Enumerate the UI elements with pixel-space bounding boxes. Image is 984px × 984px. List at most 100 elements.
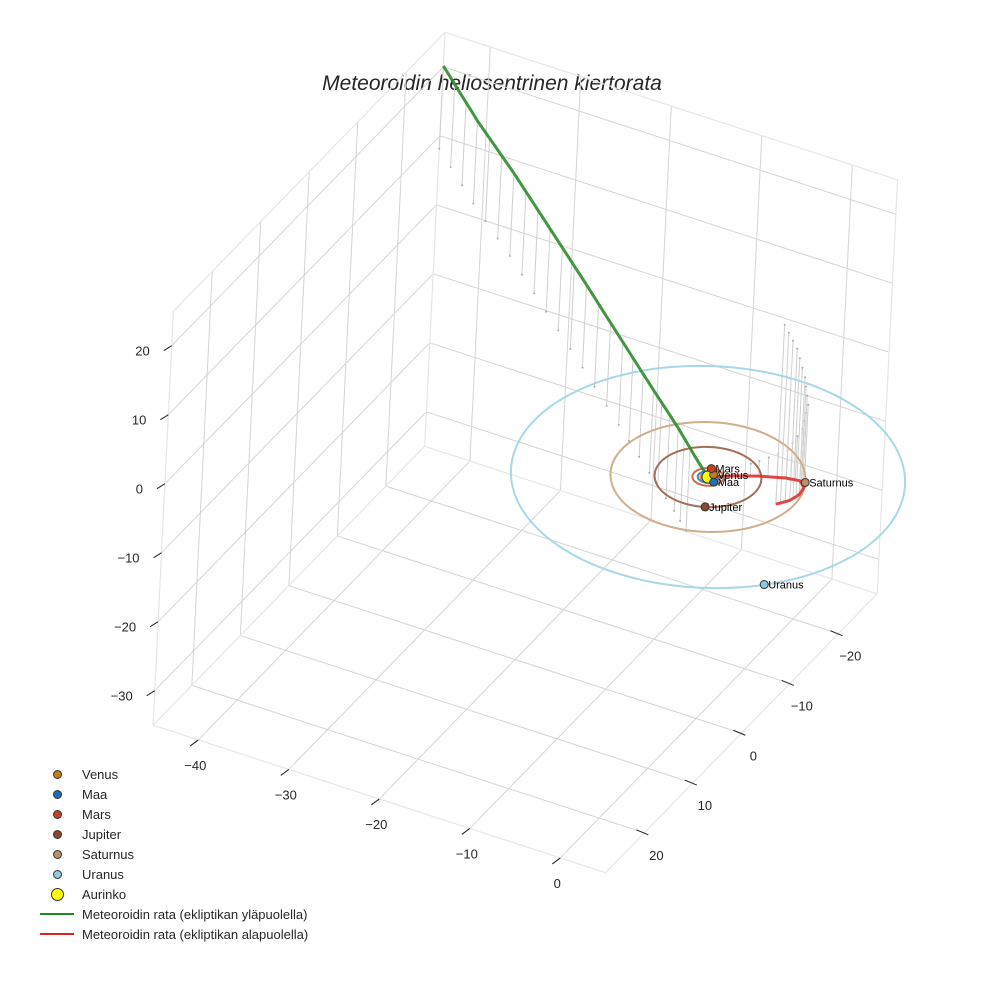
legend-item[interactable]: Meteoroidin rata (ekliptikan yläpuolella… [38,904,308,924]
drop-line [779,332,790,503]
axis-grid [152,31,899,874]
legend-item[interactable]: Meteoroidin rata (ekliptikan alapuolella… [38,924,308,944]
legend-marker-icon [38,769,76,779]
legend-item[interactable]: Uranus [38,864,308,884]
marker-dot-icon [52,869,62,879]
y-tick-label: 0 [750,748,757,763]
drop-line [798,377,806,495]
legend-marker-icon [38,849,76,859]
legend-item[interactable]: Saturnus [38,844,308,864]
x-tick-label: 0 [554,876,561,891]
wall-gridline-x [650,106,672,521]
wall-gridline-z2 [429,342,883,491]
box-edge [173,31,446,312]
z-tick-label: −10 [117,551,139,566]
wall-gridline-z [164,204,437,485]
drop-point [638,455,641,458]
z-tick-label: 20 [135,344,149,359]
meteoroid-trajectory [442,65,806,506]
drop-point [484,220,487,223]
drop-point [581,366,584,369]
planet-marker-jupiter [700,502,710,512]
planet-marker-saturnus [800,477,810,487]
drop-point [545,310,548,313]
legend-marker-icon [38,809,76,819]
drop-line [638,374,644,457]
legend-item[interactable]: Aurinko [38,884,308,904]
legend-label: Mars [82,806,111,822]
planet-label-uranus: Uranus [768,580,804,592]
wall-gridline-z [167,135,441,416]
drop-line [545,228,551,312]
drop-point [664,497,667,500]
drop-point [605,404,608,407]
legend-label: Venus [82,766,119,782]
y-tick-label: 10 [698,798,712,813]
z-tick-label: 10 [132,413,146,428]
drop-line [533,210,539,294]
marker-dot-icon [52,849,62,859]
legend: Venus Maa Mars Jupiter Saturnus Uranus Aurinko… [38,764,308,944]
orbit-jupiter [653,445,763,509]
drop-point [520,273,523,276]
drop-point [472,202,475,205]
drop-line [461,102,467,186]
drop-point [557,329,560,332]
wall-gridline-y [385,72,407,487]
drop-line [802,395,808,490]
drop-line [800,386,807,493]
drop-line [606,322,612,406]
floor-gridline-y [191,684,645,834]
line-swatch-icon [40,913,74,915]
z-tick-label: 0 [136,482,143,497]
legend-label: Jupiter [82,826,122,842]
floor-gridline-y [385,485,839,635]
x-tick-mark [190,739,199,747]
projection-drop-lines [438,65,810,532]
trajectory-below-ecliptic [707,474,806,506]
drop-point [533,292,536,295]
drop-point [796,347,799,350]
planet-marker-maa [709,477,719,487]
drop-point [805,385,808,388]
wall-gridline-z [161,273,434,554]
legend-marker-icon [38,829,76,839]
legend-item[interactable]: Maa [38,784,308,804]
wall-gridline-z2 [443,66,897,215]
drop-point [783,323,786,326]
x-tick-mark [280,769,290,776]
legend-item[interactable]: Mars [38,804,308,824]
drop-line [794,436,798,480]
y-tick-mark [636,829,649,836]
z-tick-label: −20 [114,620,136,635]
z-tick-mark [163,345,173,352]
drop-point [792,339,795,342]
drop-point [593,385,596,388]
planet-marker-mars [706,464,716,474]
y-tick-mark [781,679,795,686]
drop-point [569,348,572,351]
legend-label: Aurinko [82,886,127,902]
legend-marker-icon [38,869,76,879]
wall-gridline-z [171,66,444,347]
drop-point [787,331,790,334]
z-tick-mark [153,552,162,559]
marker-dot-icon [52,829,62,839]
marker-dot-icon [50,887,64,901]
drop-point [807,403,810,406]
drop-line [789,348,798,501]
legend-item[interactable]: Jupiter [38,824,308,844]
wall-gridline-x [740,135,763,550]
drop-point [796,435,799,438]
y-tick-mark [830,630,843,637]
drop-line [557,247,563,331]
z-tick-mark [149,621,159,628]
box-edge [152,445,426,726]
drop-line [472,120,478,204]
legend-item[interactable]: Venus [38,764,308,784]
drop-point [767,456,770,459]
floor-gridline-y [288,585,742,734]
drop-point [496,237,499,240]
